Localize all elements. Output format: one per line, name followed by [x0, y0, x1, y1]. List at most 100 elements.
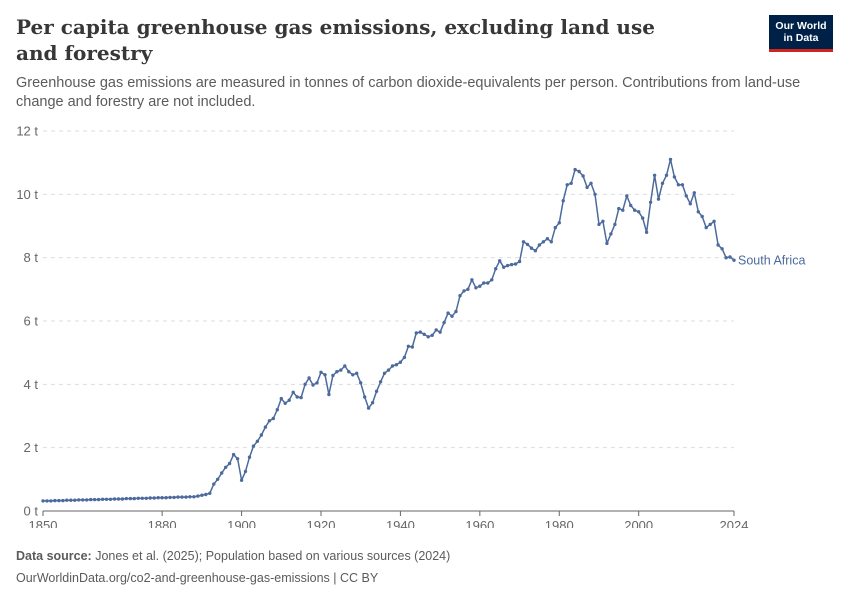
data-point[interactable]	[490, 278, 494, 282]
data-point[interactable]	[458, 294, 462, 298]
data-point[interactable]	[676, 183, 681, 187]
data-point[interactable]	[227, 461, 232, 466]
data-point[interactable]	[652, 173, 657, 177]
data-point[interactable]	[81, 498, 85, 502]
data-point[interactable]	[672, 175, 677, 179]
data-point[interactable]	[581, 174, 585, 178]
data-point[interactable]	[73, 498, 77, 502]
data-point[interactable]	[402, 355, 407, 360]
data-point[interactable]	[311, 383, 315, 387]
data-point[interactable]	[486, 281, 490, 285]
data-point[interactable]	[438, 330, 442, 334]
data-point[interactable]	[287, 398, 291, 402]
data-point[interactable]	[644, 230, 649, 234]
data-point[interactable]	[442, 320, 446, 325]
data-point[interactable]	[307, 376, 311, 380]
data-point[interactable]	[128, 496, 133, 501]
data-point[interactable]	[120, 497, 125, 501]
data-point[interactable]	[462, 289, 466, 293]
data-point[interactable]	[53, 498, 57, 503]
data-point[interactable]	[529, 246, 534, 250]
data-point[interactable]	[446, 311, 450, 315]
data-point[interactable]	[498, 259, 502, 263]
data-point[interactable]	[220, 471, 224, 475]
data-point[interactable]	[279, 396, 283, 401]
data-point[interactable]	[521, 240, 526, 244]
data-point[interactable]	[196, 494, 200, 498]
data-point[interactable]	[303, 382, 307, 386]
data-point[interactable]	[708, 222, 712, 227]
data-point[interactable]	[235, 457, 240, 461]
data-point[interactable]	[108, 497, 113, 501]
data-point[interactable]	[533, 249, 538, 253]
data-point[interactable]	[728, 255, 732, 259]
data-point[interactable]	[275, 408, 279, 412]
data-point[interactable]	[422, 332, 426, 336]
data-point[interactable]	[549, 240, 553, 244]
data-point[interactable]	[637, 210, 641, 214]
data-point[interactable]	[513, 262, 518, 266]
data-point[interactable]	[267, 419, 272, 423]
data-point[interactable]	[291, 390, 295, 394]
data-point[interactable]	[204, 492, 208, 497]
data-point[interactable]	[176, 495, 180, 499]
data-point[interactable]	[231, 452, 236, 457]
data-point[interactable]	[152, 496, 156, 500]
data-point[interactable]	[148, 496, 152, 500]
data-point[interactable]	[585, 185, 589, 190]
data-point[interactable]	[577, 169, 581, 174]
data-point[interactable]	[656, 197, 661, 201]
data-point[interactable]	[724, 256, 728, 260]
data-point[interactable]	[629, 203, 633, 208]
data-point[interactable]	[505, 263, 510, 268]
data-point[interactable]	[609, 232, 613, 236]
data-point[interactable]	[720, 247, 724, 251]
data-point[interactable]	[355, 371, 359, 375]
data-point[interactable]	[180, 495, 184, 499]
data-point[interactable]	[319, 370, 323, 374]
data-point[interactable]	[363, 395, 367, 399]
data-point[interactable]	[716, 243, 720, 247]
data-point[interactable]	[184, 495, 188, 499]
data-point[interactable]	[351, 373, 355, 377]
data-point[interactable]	[664, 173, 669, 177]
data-point[interactable]	[359, 381, 363, 385]
data-point[interactable]	[704, 225, 708, 230]
data-point[interactable]	[494, 267, 498, 271]
data-point[interactable]	[112, 497, 117, 501]
data-point[interactable]	[502, 265, 506, 269]
data-point[interactable]	[732, 258, 736, 262]
data-point[interactable]	[613, 222, 617, 227]
data-point[interactable]	[124, 496, 129, 501]
data-point[interactable]	[569, 181, 573, 185]
data-point[interactable]	[696, 210, 700, 214]
data-point[interactable]	[589, 181, 593, 185]
data-point[interactable]	[680, 183, 685, 187]
data-point[interactable]	[390, 364, 395, 368]
data-point[interactable]	[660, 181, 665, 185]
data-point[interactable]	[216, 477, 220, 481]
data-point[interactable]	[386, 368, 391, 372]
data-point[interactable]	[77, 498, 81, 502]
data-point[interactable]	[104, 497, 109, 501]
data-point[interactable]	[601, 219, 605, 223]
data-point[interactable]	[482, 281, 486, 285]
data-point[interactable]	[410, 345, 414, 349]
data-point[interactable]	[335, 370, 339, 374]
data-point[interactable]	[712, 219, 716, 223]
data-point[interactable]	[537, 243, 542, 247]
data-point[interactable]	[327, 392, 331, 397]
data-point[interactable]	[557, 221, 561, 225]
data-point[interactable]	[247, 455, 252, 459]
data-point[interactable]	[565, 183, 569, 187]
data-point[interactable]	[525, 242, 530, 247]
data-point[interactable]	[140, 496, 144, 500]
source-url[interactable]: OurWorldinData.org/co2-and-greenhouse-ga…	[16, 571, 379, 585]
data-point[interactable]	[621, 208, 625, 212]
data-point[interactable]	[239, 478, 244, 482]
data-point[interactable]	[283, 401, 287, 405]
data-point[interactable]	[132, 496, 136, 501]
data-point[interactable]	[57, 498, 61, 503]
data-point[interactable]	[553, 225, 557, 230]
data-point[interactable]	[474, 286, 478, 290]
